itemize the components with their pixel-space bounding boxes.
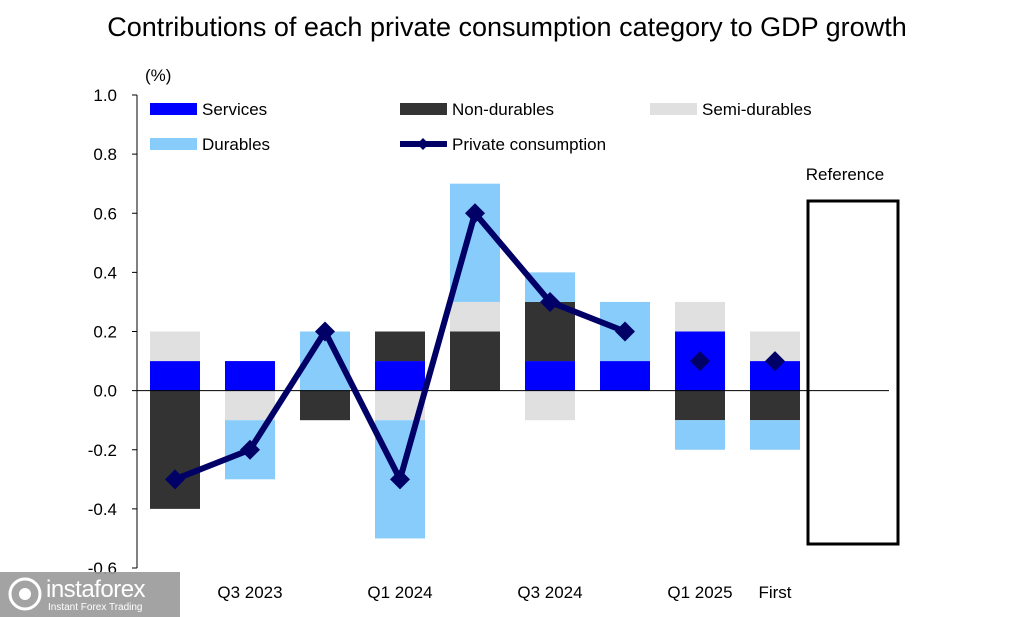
y-tick-label: 0.6 — [93, 204, 117, 223]
x-tick-label: Q1 2024 — [367, 583, 432, 602]
y-axis-label: (%) — [145, 66, 171, 85]
reference-label: Reference — [806, 165, 884, 184]
bar-segment — [750, 390, 800, 421]
line-marker — [165, 469, 185, 490]
legend-swatch — [150, 138, 197, 150]
y-tick-label: 0.8 — [93, 145, 117, 164]
line-marker — [540, 291, 560, 312]
line-marker — [240, 439, 260, 460]
y-tick-label: 0.0 — [93, 382, 117, 401]
bar-segment — [300, 390, 350, 421]
x-axis: Q3 2023 Q1 2024 Q3 2024 Q1 2025 First — [217, 583, 791, 602]
reference-box-frame — [806, 199, 900, 546]
line-marker — [765, 351, 785, 372]
legend-label: Non-durables — [452, 100, 554, 119]
bar-segment — [525, 361, 575, 391]
bar-segment — [450, 331, 500, 391]
bar-segment — [450, 301, 500, 332]
watermark: instaforex Instant Forex Trading — [0, 572, 180, 617]
bar-segment — [225, 390, 275, 421]
legend: Services Non-durables Semi-durables Durable… — [150, 100, 812, 154]
line-marker — [615, 321, 635, 342]
y-tick-label: -0.2 — [88, 441, 117, 460]
x-tick-label: First — [758, 583, 791, 602]
x-tick-label: Q3 2023 — [217, 583, 282, 602]
bar-segment — [675, 301, 725, 332]
bar-segment — [525, 390, 575, 421]
y-tick-label: 0.4 — [93, 263, 117, 282]
y-axis: 1.00.80.60.40.20.0-0.2-0.4-0.6(%) — [88, 66, 172, 578]
legend-label: Semi-durables — [702, 100, 812, 119]
bar-segment — [150, 361, 200, 391]
line-marker — [315, 321, 335, 342]
x-tick-label: Q1 2025 — [667, 583, 732, 602]
legend-swatch — [150, 103, 197, 115]
legend-label: Durables — [202, 135, 270, 154]
bar-segment — [150, 331, 200, 362]
line-series — [165, 203, 785, 490]
legend-swatch — [400, 103, 447, 115]
bars — [137, 183, 889, 539]
reference-box: Reference — [806, 165, 900, 546]
chart-title: Contributions of each private consumptio… — [107, 12, 907, 42]
legend-line-marker — [417, 138, 429, 150]
bar-segment — [150, 390, 200, 509]
bar-segment — [600, 361, 650, 391]
bar-segment — [375, 361, 425, 391]
y-tick-label: 1.0 — [93, 86, 117, 105]
bar-segment — [750, 420, 800, 450]
instaforex-logo-icon — [8, 577, 42, 611]
line-marker — [690, 351, 710, 372]
legend-swatch — [650, 103, 697, 115]
x-tick-label: Q3 2024 — [517, 583, 582, 602]
bar-segment — [675, 390, 725, 421]
watermark-tagline: Instant Forex Trading — [48, 602, 143, 613]
line-marker — [465, 203, 485, 224]
bar-segment — [375, 331, 425, 362]
legend-label: Services — [202, 100, 267, 119]
watermark-name: instaforex — [46, 576, 146, 603]
line-marker — [390, 469, 410, 490]
bar-segment — [675, 420, 725, 450]
y-tick-label: -0.4 — [88, 500, 117, 519]
y-tick-label: 0.2 — [93, 323, 117, 342]
legend-label: Private consumption — [452, 135, 606, 154]
bar-segment — [225, 361, 275, 391]
